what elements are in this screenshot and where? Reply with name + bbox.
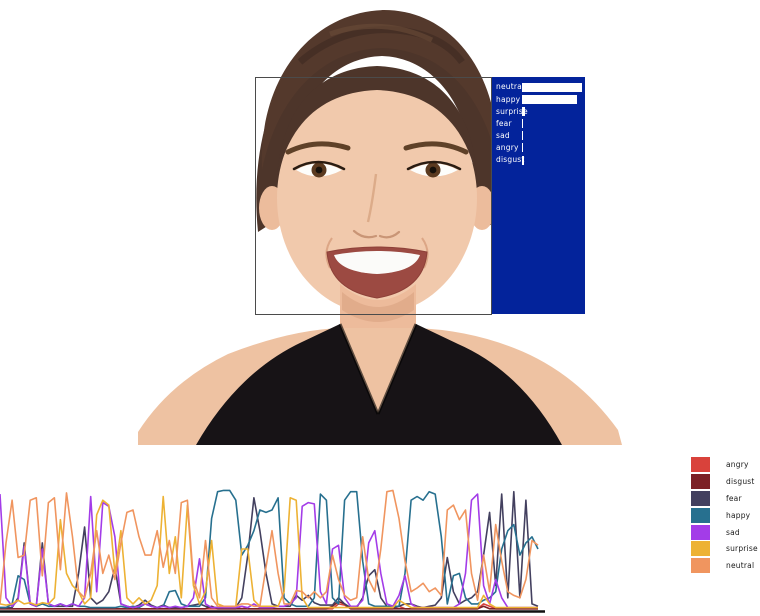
- nose: [366, 173, 378, 223]
- series-happy: [0, 489, 539, 609]
- emotion-row: neutral: [492, 81, 585, 93]
- hair-strand: [329, 23, 434, 43]
- webcam-portrait: [138, 10, 622, 445]
- legend-label: disgust: [726, 477, 755, 487]
- eyebrow-right: [403, 141, 469, 155]
- legend-label: surprise: [726, 544, 758, 554]
- eyelid-left: [292, 160, 346, 171]
- emotion-bar: [522, 155, 524, 165]
- smile-crease-right: [421, 237, 429, 269]
- legend-row: disgust: [691, 474, 758, 490]
- legend-swatch: [691, 474, 710, 490]
- series-fear: [0, 490, 539, 609]
- emotion-row: surprise: [492, 105, 585, 117]
- hairline: [277, 66, 477, 180]
- teeth: [334, 251, 420, 274]
- legend-row: neutral: [691, 558, 758, 574]
- smile-crease-left: [325, 237, 333, 269]
- emotion-row: disgust: [492, 154, 585, 166]
- emotion-label: surprise: [496, 106, 528, 116]
- emotion-label: sad: [496, 131, 510, 141]
- black-top: [196, 324, 562, 445]
- emotion-label: angry: [496, 143, 519, 153]
- legend-row: happy: [691, 507, 758, 523]
- emotion-row: happy: [492, 93, 585, 105]
- emotion-bar: [522, 94, 578, 104]
- legend-label: happy: [726, 510, 751, 520]
- emotion-label: happy: [496, 94, 521, 104]
- legend-row: fear: [691, 490, 758, 507]
- emotion-label: neutral: [496, 82, 525, 92]
- emotion-row: fear: [492, 118, 585, 130]
- emotion-bar: [522, 143, 524, 153]
- emotion-rows: neutral happy surprise fear sad angry disgust: [492, 81, 585, 166]
- emotion-bar: [522, 82, 583, 92]
- emotion-bar: [522, 131, 524, 141]
- series-surprise: [0, 495, 538, 609]
- legend-swatch: [691, 541, 710, 557]
- face-bounding-box: [255, 77, 492, 315]
- series-disgust: [0, 600, 538, 610]
- chart-legend: angry disgust fear happy sad surprise neutral: [691, 457, 758, 574]
- series-neutral: [0, 489, 539, 608]
- emotion-row: sad: [492, 130, 585, 142]
- legend-label: neutral: [726, 561, 755, 571]
- pupil-left: [315, 166, 323, 174]
- emotion-timeline-chart: [0, 489, 545, 613]
- emotion-row: angry: [492, 142, 585, 154]
- emotion-label: fear: [496, 118, 512, 128]
- legend-row: sad: [691, 524, 758, 540]
- collar-right: [376, 323, 418, 415]
- legend-label: sad: [726, 527, 740, 537]
- legend-swatch: [691, 558, 710, 574]
- emotion-bar: [522, 119, 524, 129]
- emotion-label: disgust: [496, 155, 525, 165]
- emotion-bar: [522, 106, 526, 116]
- legend-swatch: [691, 457, 710, 473]
- eyebrow-left: [285, 141, 351, 155]
- legend-label: fear: [726, 493, 742, 503]
- nostrils: [352, 229, 401, 239]
- legend-row: angry: [691, 457, 758, 473]
- collar-left: [338, 323, 380, 415]
- pupil-right: [429, 166, 437, 174]
- emotion-score-panel: neutral happy surprise fear sad angry disgust: [492, 77, 585, 314]
- legend-swatch: [691, 507, 710, 523]
- legend-label: angry: [726, 460, 749, 470]
- legend-row: surprise: [691, 541, 758, 557]
- eyelid-right: [406, 160, 462, 171]
- legend-swatch: [691, 524, 710, 540]
- legend-swatch: [691, 490, 710, 506]
